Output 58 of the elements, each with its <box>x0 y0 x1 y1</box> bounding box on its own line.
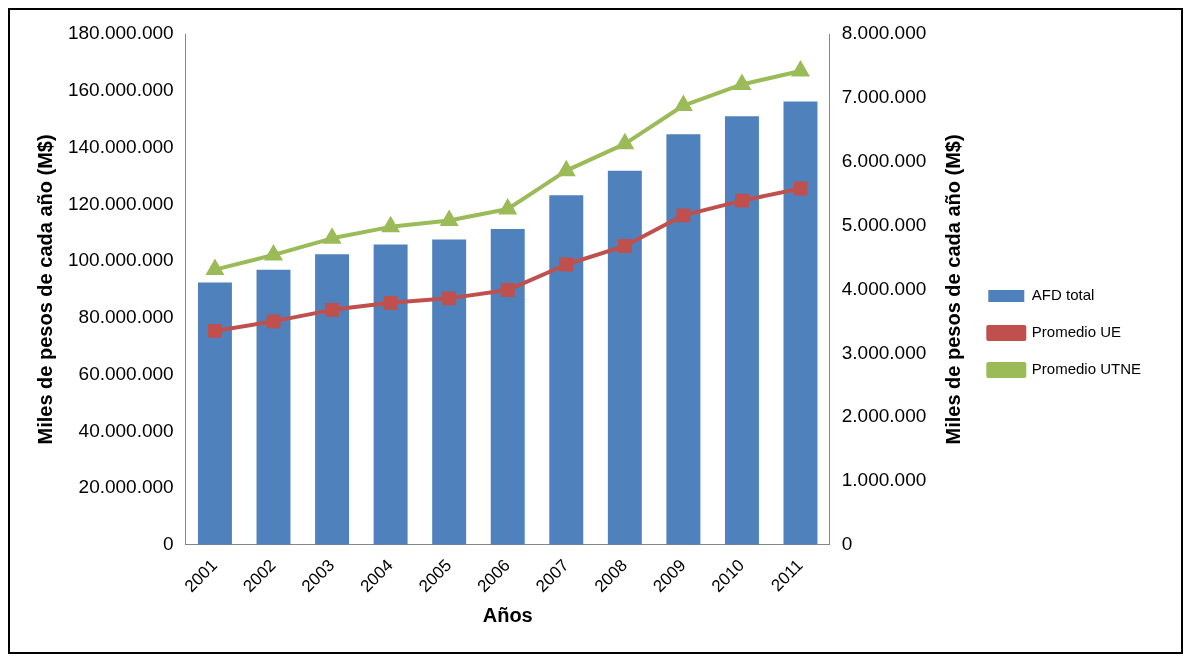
point <box>616 132 635 150</box>
legend-label: AFD total <box>1031 286 1095 304</box>
legend-label: Promedio UE <box>1031 323 1122 341</box>
bar <box>315 254 350 545</box>
bar <box>607 170 642 545</box>
y2-tick-label: 3.000.000 <box>841 341 927 363</box>
y2-tick-label: 4.000.000 <box>841 277 927 299</box>
point <box>442 291 457 306</box>
point <box>207 323 222 338</box>
point <box>383 295 398 310</box>
point <box>793 181 808 196</box>
y2-tick-label: 5.000.000 <box>841 213 927 235</box>
bar <box>666 134 701 545</box>
y-tick-label: 20.000.000 <box>78 476 174 498</box>
point <box>500 283 515 298</box>
bar <box>197 282 232 545</box>
point <box>792 62 809 77</box>
bar <box>783 101 818 545</box>
bar <box>432 239 467 545</box>
y-tick-label: 40.000.000 <box>78 419 174 441</box>
bar <box>373 244 408 545</box>
point <box>734 193 749 208</box>
y2-tick-label: 2.000.000 <box>841 405 927 427</box>
point <box>499 199 516 215</box>
y2-tick-label: 7.000.000 <box>841 86 927 108</box>
point <box>323 229 341 244</box>
point <box>617 239 632 253</box>
y2-tick-label: 8.000.000 <box>841 22 927 44</box>
point <box>558 159 576 177</box>
point <box>733 75 751 90</box>
y-tick-label: 0 <box>163 533 174 555</box>
y-tick-label: 120.000.000 <box>67 192 174 214</box>
y-tick-label: 100.000.000 <box>67 249 174 271</box>
point <box>325 302 339 317</box>
point <box>676 208 691 223</box>
y2-axis-title: Miles de pesos de cada año (M$) <box>941 134 964 445</box>
y2-tick-label: 1.000.000 <box>841 469 927 491</box>
point <box>559 257 574 272</box>
y2-tick-label: 6.000.000 <box>841 149 927 171</box>
point <box>675 94 693 112</box>
y-tick-label: 80.000.000 <box>78 306 174 328</box>
point <box>266 314 281 329</box>
point <box>381 215 400 233</box>
y-tick-label: 60.000.000 <box>78 362 174 384</box>
point <box>205 258 225 276</box>
bar <box>490 228 525 545</box>
legend-label: Promedio UTNE <box>1031 360 1142 378</box>
x-axis-title: Años <box>482 603 533 626</box>
point <box>441 211 458 226</box>
y-tick-label: 180.000.000 <box>67 22 174 44</box>
y2-tick-label: 0 <box>841 533 853 555</box>
bar <box>549 195 584 545</box>
y-axis-title: Miles de pesos de cada año (M$) <box>33 134 56 445</box>
y-tick-label: 140.000.000 <box>67 135 174 157</box>
bar <box>256 269 291 545</box>
y-tick-label: 160.000.000 <box>67 78 174 100</box>
point <box>265 245 282 261</box>
bar <box>724 116 759 545</box>
